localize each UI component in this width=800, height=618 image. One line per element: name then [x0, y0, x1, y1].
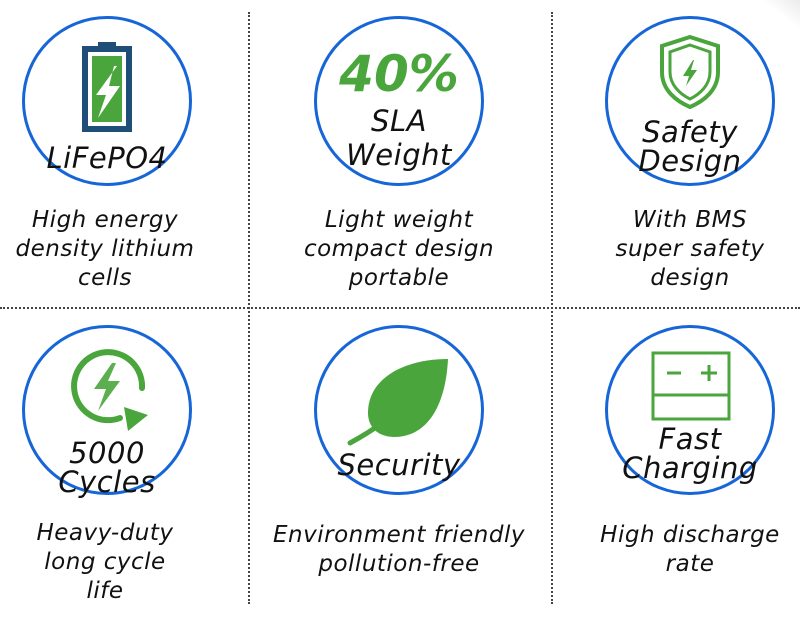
- weight-percent: 40%: [339, 45, 459, 103]
- shield-lightning-icon: [660, 34, 720, 110]
- feature-caption: Heavy-duty long cycle life: [36, 520, 174, 604]
- leaf-icon: [347, 359, 448, 446]
- feature-circle: [314, 16, 484, 186]
- row-divider: [0, 307, 800, 309]
- feature-caption: With BMS super safety design: [615, 207, 765, 291]
- feature-caption: High energy density lithium cells: [15, 207, 195, 291]
- feature-caption: Light weight compact design portable: [303, 207, 495, 291]
- feature-circle-text: 5000 Cycles: [58, 436, 156, 499]
- feature-circle-text: Safety Design: [638, 115, 742, 178]
- feature-sla-weight: 40% SLA Weight Light weight compact desi…: [250, 0, 500, 305]
- feature-safety-design: Safety Design With BMS super safety desi…: [553, 0, 800, 305]
- feature-caption: High discharge rate: [600, 522, 780, 577]
- feature-circle-text: Security: [337, 448, 461, 482]
- cycle-lightning-icon: [71, 349, 148, 431]
- battery-charging-icon: [82, 42, 132, 132]
- feature-caption: Environment friendly pollution-free: [273, 522, 525, 577]
- feature-security: Security Environment friendly pollution-…: [250, 309, 524, 614]
- feature-fast-charging: Fast Charging High discharge rate: [553, 309, 800, 614]
- feature-cycles: 5000 Cycles Heavy-duty long cycle life: [0, 309, 250, 614]
- feature-circle-text: LiFePO4: [46, 141, 168, 175]
- feature-circle-text: SLA Weight: [346, 104, 452, 172]
- feature-lifepo4: LiFePO4 High energy density lithium cell…: [0, 0, 250, 305]
- battery-terminals-icon: [651, 351, 731, 421]
- feature-circle-text: Fast Charging: [622, 422, 758, 485]
